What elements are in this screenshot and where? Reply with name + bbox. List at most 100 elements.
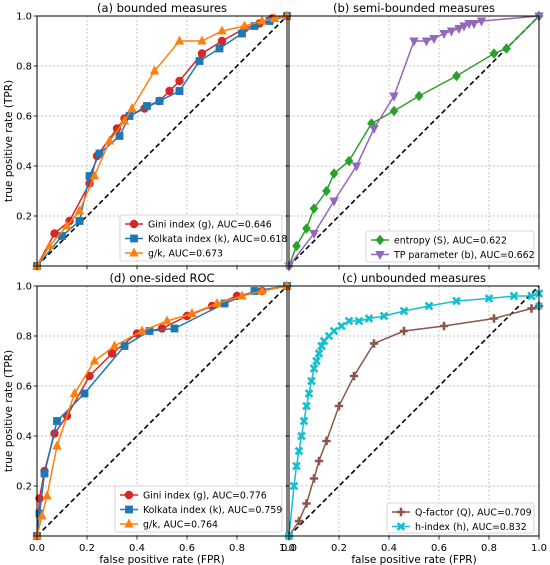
x-axis-label: false positive rate (FPR) xyxy=(351,554,476,565)
y-tick-label: 0.2 xyxy=(16,482,32,493)
legend-marker xyxy=(124,518,134,528)
data-point xyxy=(379,311,389,321)
legend-entry: entropy (S), AUC=0.622 xyxy=(394,235,507,246)
legend-marker xyxy=(124,490,134,500)
y-tick-label: 1.0 xyxy=(16,12,32,23)
axes-frame xyxy=(36,285,288,537)
data-point xyxy=(489,48,499,59)
legend-entry: Kolkata index (k), AUC=0.759 xyxy=(143,505,282,516)
data-point xyxy=(527,304,536,313)
data-point xyxy=(217,36,227,46)
series-1 xyxy=(284,10,544,272)
data-point xyxy=(40,469,49,478)
data-point xyxy=(294,446,304,456)
data-point xyxy=(337,321,346,331)
x-tick-label: 0.6 xyxy=(431,543,447,554)
y-axis-label: true positive rate (TPR) xyxy=(3,350,15,472)
data-point xyxy=(119,115,130,125)
data-point xyxy=(165,86,174,96)
x-tick-label: 0.6 xyxy=(179,543,195,554)
data-point xyxy=(369,339,379,348)
data-point xyxy=(309,474,319,483)
y-tick-label: 0.8 xyxy=(16,332,32,343)
data-point xyxy=(195,57,204,65)
data-point xyxy=(220,299,229,308)
data-point xyxy=(175,87,184,95)
legend-box xyxy=(119,214,283,262)
legend-entry: Q-factor (Q), AUC=0.709 xyxy=(415,507,532,518)
data-point xyxy=(459,22,469,32)
data-point xyxy=(44,240,55,250)
data-point xyxy=(469,19,479,29)
chance-diagonal xyxy=(288,15,540,267)
data-point xyxy=(197,49,207,58)
data-point xyxy=(149,65,160,75)
data-point xyxy=(257,15,267,25)
data-point xyxy=(351,162,362,172)
data-point xyxy=(289,481,299,491)
y-tick-label: 0.4 xyxy=(16,432,32,443)
x-tick-label: 0.4 xyxy=(129,543,145,554)
data-point xyxy=(307,376,316,386)
data-point xyxy=(439,29,449,39)
legend-entry: g/k, AUC=0.673 xyxy=(148,248,223,259)
data-point xyxy=(294,516,304,526)
data-point xyxy=(115,132,124,140)
data-point xyxy=(250,287,259,295)
data-point xyxy=(109,340,120,350)
axes-frame xyxy=(36,15,288,267)
panel-title: (a) bounded measures xyxy=(97,1,227,15)
data-point xyxy=(452,296,461,306)
series-3 xyxy=(32,280,292,540)
series-line xyxy=(288,305,540,537)
data-point xyxy=(446,27,457,37)
data-point xyxy=(80,389,89,398)
axes-frame xyxy=(288,15,540,267)
series-line xyxy=(36,15,288,267)
data-point xyxy=(304,389,314,398)
data-point xyxy=(369,125,379,134)
data-point xyxy=(334,401,344,411)
data-point xyxy=(349,371,359,381)
x-tick-label: 0.0 xyxy=(281,543,297,554)
data-point xyxy=(237,290,247,300)
data-point xyxy=(215,44,224,53)
data-point xyxy=(297,431,306,441)
y-axis-label: true positive rate (TPR) xyxy=(3,80,15,202)
x-tick-label: 0.2 xyxy=(79,543,95,554)
data-point xyxy=(299,416,309,426)
data-point xyxy=(269,13,280,23)
chance-diagonal xyxy=(288,285,540,537)
legend-marker xyxy=(375,234,385,246)
y-tick-label: 0.4 xyxy=(16,162,32,173)
data-point xyxy=(317,341,326,351)
x-tick-label: 1.0 xyxy=(279,543,295,554)
data-point xyxy=(69,388,80,398)
data-point xyxy=(292,461,301,471)
data-point xyxy=(302,499,311,508)
legend: Gini index (g), AUC=0.776 Kolkata index (… xyxy=(114,485,283,533)
data-point xyxy=(127,103,137,112)
legend: entropy (S), AUC=0.622 TP parameter (b), … xyxy=(365,230,535,263)
data-point xyxy=(175,76,184,86)
data-point xyxy=(364,314,374,323)
data-point xyxy=(257,285,267,295)
x-tick-label: 0.8 xyxy=(229,543,245,554)
data-point xyxy=(62,220,72,230)
data-point xyxy=(162,315,172,325)
data-point xyxy=(137,325,147,335)
legend-box xyxy=(365,230,535,263)
data-point xyxy=(238,29,246,38)
data-point xyxy=(107,349,117,358)
panel-4: 0.0 0.2 0.4 0.6 0.8 1.0 (c) unbounded measures… xyxy=(281,271,547,565)
data-point xyxy=(389,105,399,117)
x-tick-label: 0.0 xyxy=(29,543,45,554)
panel-1: 0.2 0.4 0.6 0.8 1.0 (a) bounded measures true … xyxy=(3,1,292,271)
data-point xyxy=(292,240,301,252)
legend-entry: Kolkata index (k), AUC=0.618 xyxy=(148,234,287,245)
data-point xyxy=(314,456,324,466)
data-point xyxy=(53,417,61,425)
data-point xyxy=(212,298,222,308)
data-point xyxy=(329,197,339,207)
